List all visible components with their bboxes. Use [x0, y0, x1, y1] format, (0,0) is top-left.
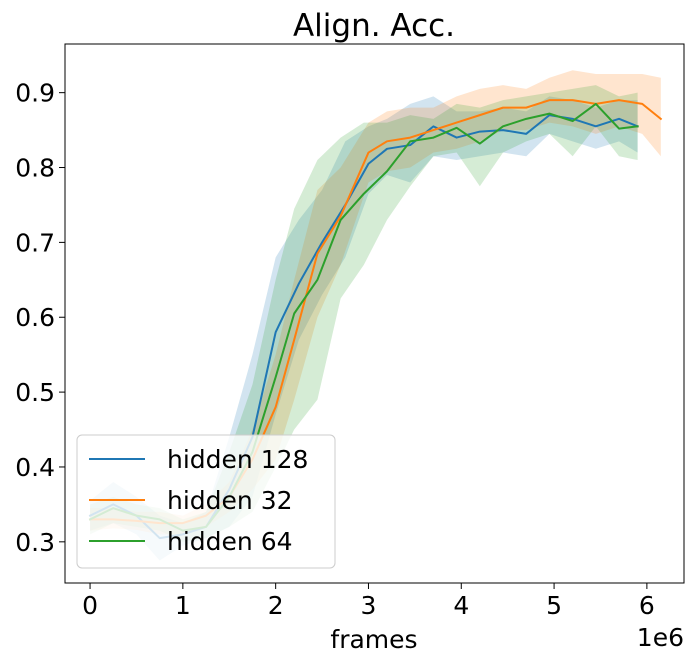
x-tick-label: 0	[82, 591, 98, 620]
band-hidden-64	[90, 85, 638, 542]
legend: hidden 128 hidden 32 hidden 64	[76, 434, 336, 569]
y-tick-label: 0.4	[15, 453, 55, 482]
x-tick-label: 6	[639, 591, 655, 620]
x-tick-label: 3	[361, 591, 377, 620]
x-tick-label: 5	[546, 591, 562, 620]
x-tick-label: 1	[175, 591, 191, 620]
y-tick-label: 0.9	[15, 79, 55, 108]
x-axis-ticks: 0 1 2 3 4 5 6	[82, 583, 655, 620]
legend-label-hidden-32: hidden 32	[167, 486, 293, 515]
plot-frame	[64, 43, 685, 584]
band-hidden-32	[90, 70, 661, 535]
y-axis-ticks: 0.3 0.4 0.5 0.6 0.7 0.8 0.9	[15, 79, 65, 557]
y-tick-label: 0.5	[15, 378, 55, 407]
y-tick-label: 0.3	[15, 528, 55, 557]
x-tick-label: 4	[453, 591, 469, 620]
chart-title: Align. Acc.	[293, 8, 455, 44]
x-axis-multiplier: 1e6	[637, 623, 684, 652]
y-tick-label: 0.7	[15, 228, 55, 257]
y-tick-label: 0.6	[15, 303, 55, 332]
x-tick-label: 2	[268, 591, 284, 620]
y-tick-label: 0.8	[15, 154, 55, 183]
legend-label-hidden-64: hidden 64	[167, 527, 293, 556]
legend-box	[76, 434, 336, 569]
x-axis-label: frames	[330, 625, 417, 654]
legend-label-hidden-128: hidden 128	[167, 445, 308, 474]
legend-items: hidden 128 hidden 32 hidden 64	[89, 445, 308, 556]
